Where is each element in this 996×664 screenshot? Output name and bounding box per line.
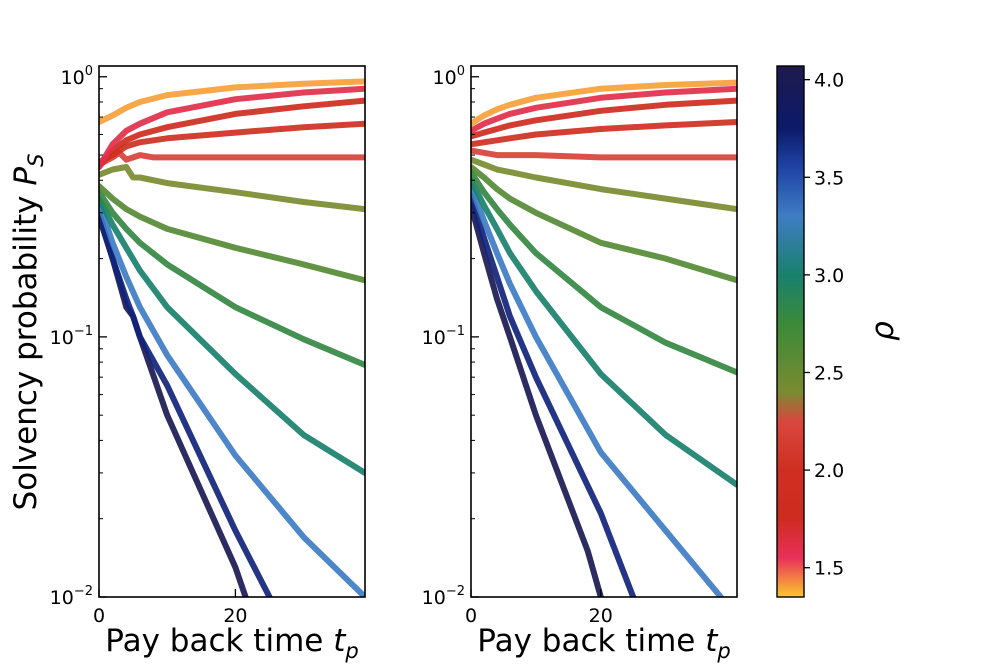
left-y-tick-label: 100 (61, 64, 93, 89)
left-series-rho-1-8 (99, 97, 365, 170)
right-series-rho-1-8 (471, 97, 737, 140)
right-panel: 100 10−1 10−20 20 (422, 64, 738, 627)
right-y-tick-label: 100 (433, 64, 465, 89)
left-series-rho-1-6 (99, 85, 365, 170)
right-x-tick-label: 20 (589, 605, 613, 627)
colorbar-ticks: 1.5 2.0 2.5 3.0 3.5 4.0 (804, 70, 844, 580)
right-series-rho-2-6 (471, 164, 737, 284)
right-series-group (471, 79, 737, 597)
left-series-rho-3-7 (99, 209, 273, 597)
left-series-rho-2-4 (99, 164, 365, 213)
left-series-rho-4 (99, 213, 249, 597)
right-x-tick-label: 0 (465, 605, 477, 627)
right-series-rho-2 (471, 119, 737, 148)
right-series-rho-1-6 (471, 85, 737, 134)
right-series-rho-3-7 (471, 192, 637, 597)
left-series-rho-2 (99, 120, 365, 166)
left-panel: 100 10−1 10−20 20 (50, 64, 366, 627)
colorbar-tick-label: 2.0 (814, 460, 844, 482)
right-y-tick-label: 10−1 (422, 324, 465, 349)
left-axes-frame (98, 65, 366, 598)
left-y-tick-label: 10−2 (50, 584, 93, 609)
right-axes-frame (470, 65, 738, 598)
left-ticks: 100 10−1 10−20 20 (50, 64, 248, 627)
right-series-rho-4 (471, 202, 604, 597)
colorbar-tick-label: 2.5 (814, 362, 844, 384)
left-x-tick-label: 20 (223, 605, 247, 627)
right-y-tick-label: 10−2 (422, 584, 465, 609)
left-y-tick-label: 10−1 (50, 324, 93, 349)
right-x-axis-label: Pay back time tp (477, 623, 730, 663)
colorbar-tick-label: 3.5 (814, 167, 844, 189)
left-x-axis-label: Pay back time tp (105, 623, 358, 663)
right-ticks: 100 10−1 10−20 20 (422, 64, 613, 627)
colorbar-tick-label: 4.0 (814, 70, 844, 92)
left-series-rho-3 (99, 195, 365, 476)
left-series-rho-1-4 (99, 78, 365, 125)
right-series-rho-1-4 (471, 79, 737, 127)
left-series-rho-3-3 (99, 199, 365, 597)
left-series-group (99, 78, 365, 597)
left-series-rho-2-2 (99, 149, 365, 168)
right-series-rho-2-4 (471, 156, 737, 213)
colorbar: 1.5 2.0 2.5 3.0 3.5 4.0 ρ (776, 65, 901, 598)
left-x-tick-label: 0 (93, 605, 105, 627)
left-series-rho-2-6 (99, 183, 365, 284)
colorbar-tick-label: 3.0 (814, 265, 844, 287)
colorbar-tick-label: 1.5 (814, 558, 844, 580)
right-series-rho-2-2 (471, 147, 737, 161)
colorbar-label: ρ (865, 321, 901, 341)
right-series-rho-2-8 (471, 169, 737, 376)
right-series-rho-3-3 (471, 183, 724, 597)
colorbar-gradient (777, 66, 804, 597)
right-series-rho-3 (471, 177, 737, 488)
left-series-rho-2-8 (99, 189, 365, 368)
colorbar-frame (776, 65, 805, 598)
y-axis-label: Solvency probability PS (8, 154, 48, 511)
